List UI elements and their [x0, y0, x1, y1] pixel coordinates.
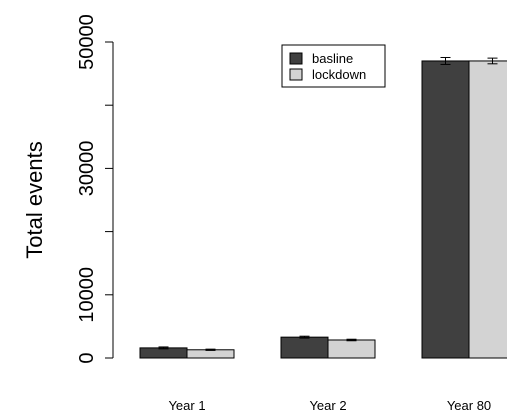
legend-label-basline: basline [312, 51, 353, 66]
legend-label-lockdown: lockdown [312, 67, 366, 82]
y-tick-label: 50000 [76, 14, 98, 70]
error-bar [346, 338, 357, 342]
y-axis-label: Total events [22, 141, 47, 258]
bar-basline-year-2 [280, 336, 329, 359]
x-axis-labels: Year 1 Year 2 Year 80 [168, 398, 491, 413]
x-tick-label: Year 2 [309, 398, 346, 413]
bars [139, 56, 507, 359]
y-axis: 0 10000 30000 50000 [76, 14, 114, 364]
bar-basline-year-80 [421, 60, 470, 359]
error-bar [299, 335, 310, 339]
bar-lockdown-year-80 [468, 60, 507, 359]
x-tick-label: Year 1 [168, 398, 205, 413]
legend-swatch-basline [289, 52, 303, 65]
y-tick-label: 0 [76, 352, 98, 363]
y-tick-label: 10000 [76, 267, 98, 323]
error-bar [205, 348, 216, 351]
x-tick-label: Year 80 [447, 398, 491, 413]
bar-lockdown-year-1 [186, 349, 235, 359]
error-bar [487, 57, 498, 65]
error-bar [158, 346, 169, 350]
bar-basline-year-1 [139, 347, 188, 359]
bar-lockdown-year-2 [327, 339, 376, 359]
y-tick-label: 30000 [76, 141, 98, 197]
error-bar [440, 56, 451, 65]
legend-swatch-lockdown [289, 68, 303, 81]
